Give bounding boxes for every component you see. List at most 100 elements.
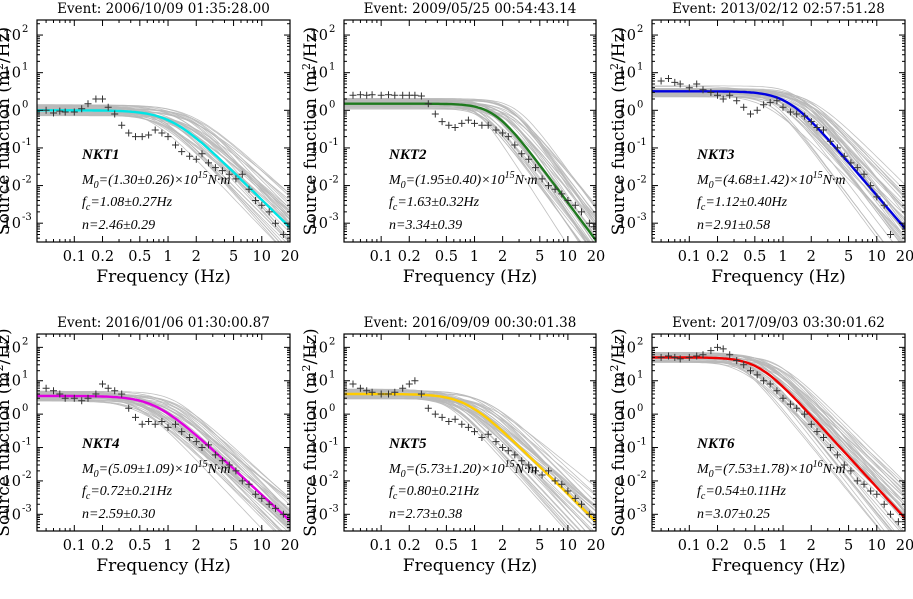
observed-point [70, 108, 78, 116]
observed-point [887, 231, 894, 238]
observed-point [787, 108, 794, 116]
x-tick-label: 2 [192, 538, 201, 554]
observed-point [42, 384, 50, 392]
observed-point [417, 92, 425, 100]
observed-point [111, 110, 119, 118]
observed-point [391, 388, 399, 396]
observed-point [92, 95, 100, 103]
observed-point [504, 133, 512, 141]
y-tick-label: 10 [618, 441, 636, 457]
x-axis-label: Frequency (Hz) [711, 556, 845, 576]
y-tick-exponent: -3 [637, 212, 647, 223]
observed-point [78, 105, 86, 113]
observed-point [525, 155, 533, 163]
station-label: NKT1 [81, 147, 120, 163]
y-tick-label: 10 [618, 216, 636, 232]
observed-point [840, 461, 848, 469]
observed-point [356, 91, 364, 99]
observed-point [349, 380, 357, 388]
observed-point [198, 150, 206, 158]
observed-point [151, 420, 159, 428]
corner-frequency-label: fc=1.08±0.27Hz [82, 195, 173, 213]
observed-point [431, 410, 439, 418]
x-tick-label: 20 [281, 538, 299, 554]
observed-point [873, 193, 881, 201]
y-tick-exponent: -1 [22, 437, 32, 448]
observed-point [158, 129, 166, 137]
x-tick-label: 5 [535, 538, 544, 554]
observed-point [860, 480, 868, 488]
y-tick-label: 10 [3, 340, 21, 356]
y-tick-exponent: -2 [637, 470, 647, 481]
observed-point [880, 500, 888, 508]
observed-point [532, 467, 539, 475]
falloff-label: n=2.73±0.38 [389, 507, 462, 522]
falloff-label: n=3.34±0.39 [389, 218, 462, 233]
best-fit-curve [37, 109, 290, 229]
moment-label: M0=(5.73±1.20)×1015N·m [388, 459, 538, 480]
observed-point [218, 167, 226, 175]
x-tick-label: 5 [229, 538, 238, 554]
x-tick-label: 0.5 [435, 249, 458, 265]
y-tick-exponent: -1 [329, 437, 339, 448]
observed-point [451, 415, 459, 423]
corner-frequency-label: fc=1.63±0.32Hz [389, 195, 480, 213]
observed-point [464, 116, 472, 124]
y-tick-exponent: -3 [637, 503, 647, 514]
bootstrap-curve [344, 395, 596, 488]
observed-point [699, 351, 707, 359]
observed-point [518, 150, 526, 158]
observed-point [138, 420, 146, 428]
observed-point [205, 159, 212, 167]
observed-point [458, 119, 466, 127]
observed-point [158, 418, 166, 425]
corner-frequency-label: fc=1.12±0.40Hz [697, 195, 788, 213]
observed-point [747, 110, 754, 118]
observed-point [368, 388, 376, 396]
observed-point [820, 434, 827, 441]
observed-point [676, 80, 684, 88]
bootstrap-curve [652, 361, 905, 488]
observed-point [172, 141, 179, 149]
x-tick-label: 2 [498, 538, 507, 554]
x-tick-label: 5 [535, 249, 544, 265]
y-tick-label: 10 [3, 374, 21, 390]
observed-point [458, 420, 466, 428]
y-tick-exponent: 2 [329, 336, 335, 347]
y-tick-exponent: 0 [22, 99, 28, 110]
y-tick-label: 10 [310, 507, 328, 523]
observed-point [272, 219, 279, 227]
x-tick-label: 20 [896, 538, 913, 554]
observed-point [801, 410, 809, 418]
x-tick-label: 10 [868, 249, 886, 265]
x-tick-label: 0.1 [370, 249, 393, 265]
observed-point [471, 119, 478, 127]
y-tick-label: 10 [3, 28, 21, 44]
x-tick-label: 2 [498, 249, 507, 265]
observed-point [665, 75, 672, 82]
x-tick-label: 2 [807, 249, 816, 265]
observed-point [258, 201, 266, 209]
observed-point [225, 461, 233, 469]
x-tick-label: 1 [163, 538, 172, 554]
x-tick-label: 20 [587, 249, 605, 265]
observed-point [511, 451, 519, 459]
observed-point [773, 97, 781, 105]
y-tick-exponent: 2 [329, 24, 335, 35]
y-tick-label: 10 [3, 407, 21, 423]
observed-point [484, 430, 492, 438]
observed-point [532, 164, 539, 172]
bootstrap-curve [652, 359, 882, 531]
x-tick-label: 0.2 [91, 538, 114, 554]
observed-point [391, 91, 399, 99]
observed-point [438, 118, 446, 126]
y-tick-label: 10 [310, 66, 328, 82]
best-fit-curve [37, 394, 290, 522]
observed-point [820, 126, 827, 134]
moment-label: M0=(4.68±1.42)×1015N·m [696, 170, 846, 191]
observed-point [445, 121, 453, 129]
y-tick-label: 10 [618, 474, 636, 490]
observed-point [99, 380, 106, 388]
observed-point [272, 504, 279, 512]
